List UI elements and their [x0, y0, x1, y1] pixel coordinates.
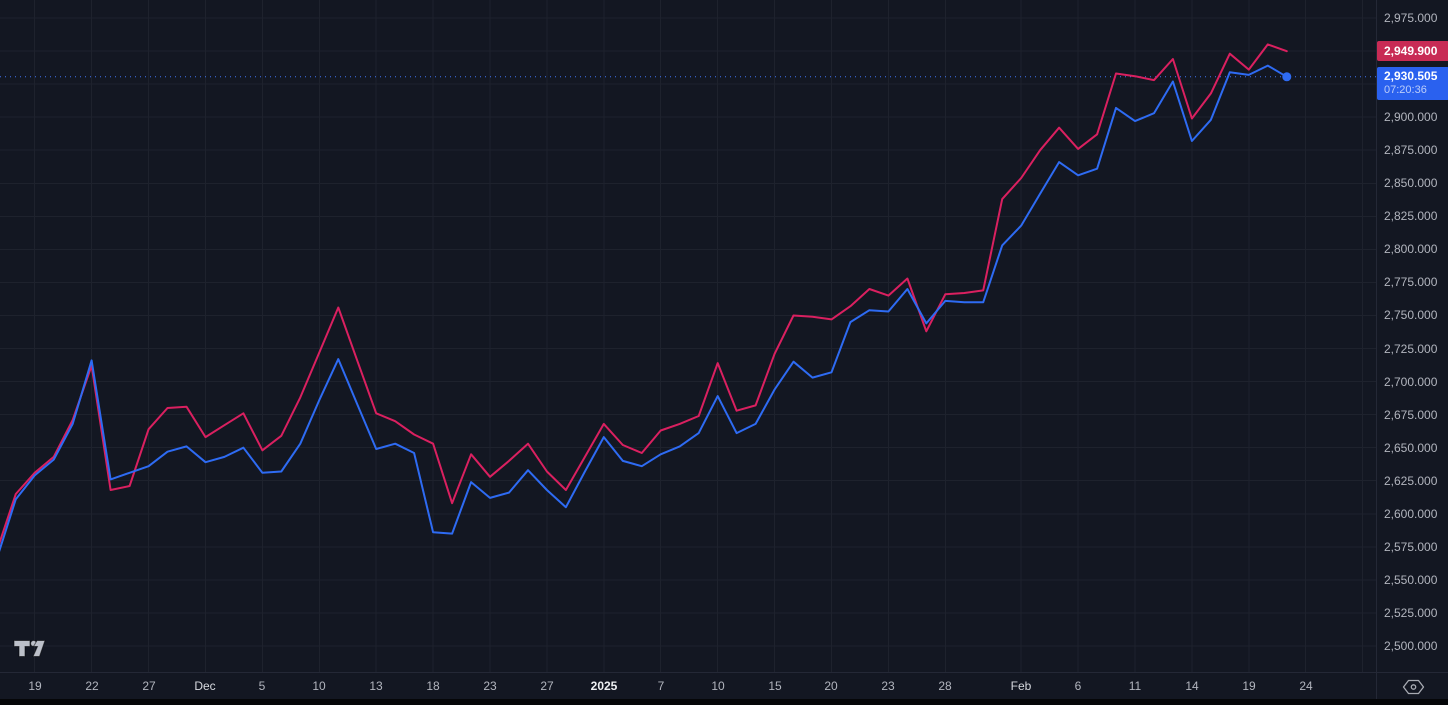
- price-axis-label: 2,625.000: [1384, 474, 1438, 488]
- blue-last-price: 2,930.505: [1384, 69, 1438, 83]
- axis-corner-cell[interactable]: [1376, 672, 1448, 700]
- price-axis-label: 2,875.000: [1384, 143, 1438, 157]
- time-axis-label: 19: [28, 679, 42, 693]
- price-axis-label: 2,525.000: [1384, 606, 1438, 620]
- price-axis-label: 2,500.000: [1384, 639, 1438, 653]
- price-axis-label: 2,850.000: [1384, 176, 1438, 190]
- price-axis-label: 2,975.000: [1384, 11, 1438, 25]
- price-axis-label: 2,800.000: [1384, 242, 1438, 256]
- time-axis-label: 18: [426, 679, 440, 693]
- blue-last-price-badge: 2,930.505 07:20:36: [1377, 67, 1448, 100]
- time-axis-label: 5: [258, 679, 266, 693]
- time-axis[interactable]: 19 22 27 Dec 5 10 13 18 23 27 2025 7 10 15 20 23 28 Feb 6 1…: [0, 672, 1376, 700]
- price-axis-label: 2,700.000: [1384, 375, 1438, 389]
- pink-series-line[interactable]: [0, 43, 1288, 550]
- pink-last-price: 2,949.900: [1384, 44, 1438, 58]
- price-axis-label: 2,675.000: [1384, 408, 1438, 422]
- time-axis-label: 2025: [590, 679, 618, 693]
- tradingview-logo[interactable]: [12, 637, 48, 665]
- price-axis-label: 2,825.000: [1384, 209, 1438, 223]
- time-axis-label: 27: [142, 679, 156, 693]
- hexagon-dot-icon[interactable]: [1402, 678, 1425, 696]
- price-axis-label: 2,900.000: [1384, 110, 1438, 124]
- price-axis-label: 2,650.000: [1384, 441, 1438, 455]
- time-axis-label: 24: [1299, 679, 1313, 693]
- time-axis-label: 6: [1074, 679, 1082, 693]
- blue-series-line[interactable]: [0, 64, 1288, 559]
- time-axis-label: 23: [881, 679, 895, 693]
- price-axis-label: 2,600.000: [1384, 507, 1438, 521]
- time-axis-label: 11: [1128, 679, 1142, 693]
- pink-last-price-badge: 2,949.900: [1377, 41, 1448, 61]
- tradingview-logo-icon: [13, 640, 46, 657]
- window-bottom-edge: [0, 699, 1448, 705]
- time-axis-label: 13: [369, 679, 383, 693]
- price-axis-label: 2,775.000: [1384, 275, 1438, 289]
- price-axis-label: 2,550.000: [1384, 573, 1438, 587]
- time-axis-label: Feb: [1010, 679, 1032, 693]
- time-axis-label: 10: [711, 679, 725, 693]
- time-axis-label: Dec: [194, 679, 216, 693]
- price-axis-label: 2,725.000: [1384, 342, 1438, 356]
- time-axis-label: 22: [85, 679, 99, 693]
- blue-last-point-marker: [1282, 72, 1292, 82]
- price-axis[interactable]: 2,949.900 2,930.505 07:20:36 2,975.000 2,…: [1376, 0, 1448, 672]
- time-axis-label: 28: [938, 679, 952, 693]
- time-axis-label: 14: [1185, 679, 1199, 693]
- time-axis-label: 23: [483, 679, 497, 693]
- countdown-timer: 07:20:36: [1384, 84, 1427, 96]
- price-axis-label: 2,575.000: [1384, 540, 1438, 554]
- time-axis-label: 20: [824, 679, 838, 693]
- time-axis-label: 7: [657, 679, 665, 693]
- time-axis-label: 15: [768, 679, 782, 693]
- price-axis-label: 2,750.000: [1384, 308, 1438, 322]
- time-axis-label: 27: [540, 679, 554, 693]
- chart-plot-area[interactable]: [0, 0, 1376, 672]
- time-axis-label: 19: [1242, 679, 1256, 693]
- time-axis-label: 10: [312, 679, 326, 693]
